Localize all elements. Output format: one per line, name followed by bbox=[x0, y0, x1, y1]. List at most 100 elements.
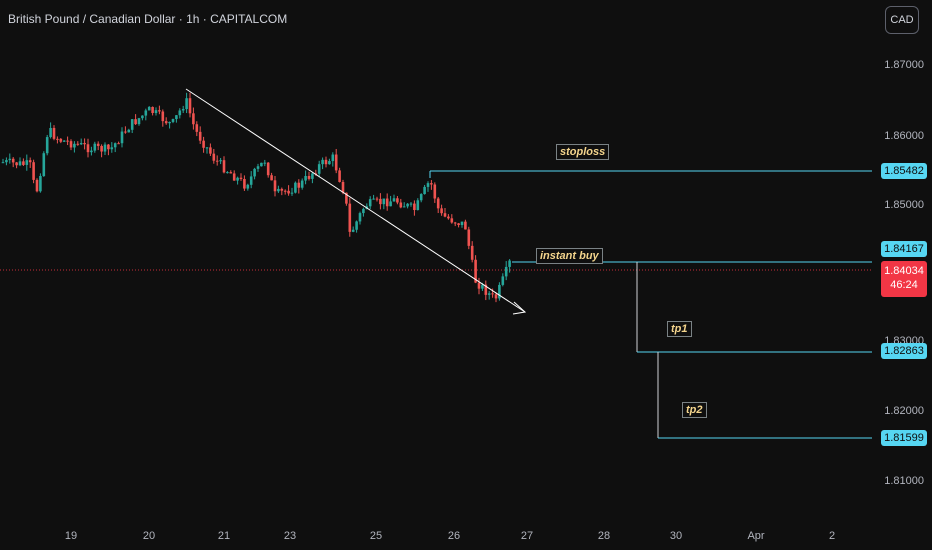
candle-body bbox=[86, 144, 90, 153]
candle-body bbox=[321, 159, 324, 165]
candle-body bbox=[392, 198, 396, 202]
candle-body bbox=[260, 162, 263, 167]
candle-body bbox=[409, 203, 413, 205]
candle-body bbox=[508, 260, 511, 267]
price-tick: 1.87000 bbox=[884, 59, 924, 71]
candle-body bbox=[35, 179, 39, 192]
candle-body bbox=[416, 200, 420, 211]
candle-body bbox=[358, 213, 362, 222]
candle-body bbox=[25, 160, 29, 165]
candle-body bbox=[419, 194, 423, 201]
candle-body bbox=[355, 221, 358, 230]
candle-body bbox=[304, 175, 307, 181]
trendline-arrowhead bbox=[512, 301, 527, 315]
candle-body bbox=[277, 188, 280, 192]
candle-body bbox=[185, 98, 188, 110]
candle-body bbox=[280, 188, 284, 191]
candle-body bbox=[249, 176, 253, 185]
candle-body bbox=[93, 143, 97, 151]
price-chart[interactable] bbox=[0, 0, 872, 520]
candle-body bbox=[426, 183, 430, 187]
currency-button[interactable]: CAD bbox=[885, 6, 919, 34]
candle-body bbox=[447, 216, 450, 219]
entry-price-badge: 1.84167 bbox=[881, 241, 927, 257]
candle-body bbox=[117, 143, 120, 145]
candle-body bbox=[399, 202, 403, 208]
tp1-label[interactable]: tp1 bbox=[667, 321, 692, 337]
candle-body bbox=[66, 140, 69, 142]
candle-body bbox=[317, 164, 321, 174]
time-tick: 28 bbox=[597, 530, 611, 542]
candle-body bbox=[168, 121, 171, 124]
candle-body bbox=[32, 162, 35, 180]
bar-countdown: 46:24 bbox=[890, 279, 918, 291]
time-axis[interactable]: 19 20 21 23 25 26 27 28 30 Apr 2 bbox=[0, 520, 872, 550]
candle-body bbox=[127, 129, 131, 133]
candle-body bbox=[161, 111, 165, 122]
current-price-value: 1.84034 bbox=[884, 265, 924, 277]
candle-body bbox=[457, 223, 460, 226]
current-price-badge: 1.84034 46:24 bbox=[881, 261, 927, 297]
candle-body bbox=[413, 203, 416, 211]
candle-body bbox=[62, 140, 66, 142]
candle-body bbox=[453, 222, 457, 224]
candle-body bbox=[348, 203, 352, 232]
candle-body bbox=[219, 160, 222, 162]
candle-body bbox=[49, 127, 52, 138]
candle-body bbox=[226, 172, 229, 174]
chart-title: British Pound / Canadian Dollar · 1h · C… bbox=[8, 12, 288, 26]
candle-body bbox=[372, 198, 375, 200]
candle-body bbox=[130, 119, 134, 130]
stoploss-price-badge: 1.85482 bbox=[881, 163, 927, 179]
price-axis[interactable]: 1.87000 1.86000 1.85000 1.83000 1.82000 … bbox=[872, 0, 932, 520]
downtrend-line[interactable] bbox=[185, 88, 526, 313]
candle-body bbox=[158, 110, 161, 112]
candle-body bbox=[368, 199, 372, 207]
price-tick: 1.85000 bbox=[884, 199, 924, 211]
candle-body bbox=[1, 162, 5, 164]
candle-body bbox=[52, 127, 56, 139]
candle-body bbox=[39, 176, 42, 192]
stoploss-label[interactable]: stoploss bbox=[556, 144, 610, 160]
candle-body bbox=[113, 143, 117, 148]
candle-body bbox=[338, 170, 341, 182]
candle-body bbox=[229, 172, 233, 174]
tp2-label[interactable]: tp2 bbox=[682, 402, 707, 418]
candle-body bbox=[147, 106, 151, 111]
candle-body bbox=[171, 119, 175, 122]
candle-body bbox=[195, 124, 199, 132]
time-tick: 21 bbox=[217, 530, 231, 542]
candle-body bbox=[470, 245, 474, 260]
candle-body bbox=[110, 147, 114, 150]
candle-body bbox=[96, 143, 100, 146]
candle-body bbox=[406, 203, 409, 207]
time-tick: 27 bbox=[520, 530, 534, 542]
candle-body bbox=[477, 282, 481, 289]
candle-body bbox=[90, 150, 93, 153]
candle-body bbox=[389, 201, 392, 207]
candle-body bbox=[243, 178, 246, 189]
candle-body bbox=[134, 119, 137, 125]
candle-body bbox=[154, 110, 158, 114]
candle-body bbox=[73, 143, 76, 148]
candle-body bbox=[181, 109, 185, 111]
instant-buy-label[interactable]: instant buy bbox=[536, 248, 603, 264]
candle-body bbox=[440, 208, 443, 214]
candle-body bbox=[423, 186, 426, 195]
time-tick: 19 bbox=[64, 530, 78, 542]
candle-body bbox=[464, 221, 467, 230]
candle-body bbox=[15, 162, 18, 166]
time-tick: 2 bbox=[828, 530, 836, 542]
price-tick: 1.82000 bbox=[884, 405, 924, 417]
candle-body bbox=[324, 159, 328, 165]
time-tick: 20 bbox=[142, 530, 156, 542]
candle-body bbox=[362, 208, 365, 214]
candle-body bbox=[345, 192, 348, 204]
candle-body bbox=[83, 143, 86, 145]
candle-body bbox=[120, 131, 124, 144]
candle-body bbox=[59, 138, 63, 142]
candle-body bbox=[494, 294, 498, 299]
price-tick: 1.81000 bbox=[884, 475, 924, 487]
candle-body bbox=[491, 293, 494, 295]
candle-body bbox=[107, 144, 110, 150]
